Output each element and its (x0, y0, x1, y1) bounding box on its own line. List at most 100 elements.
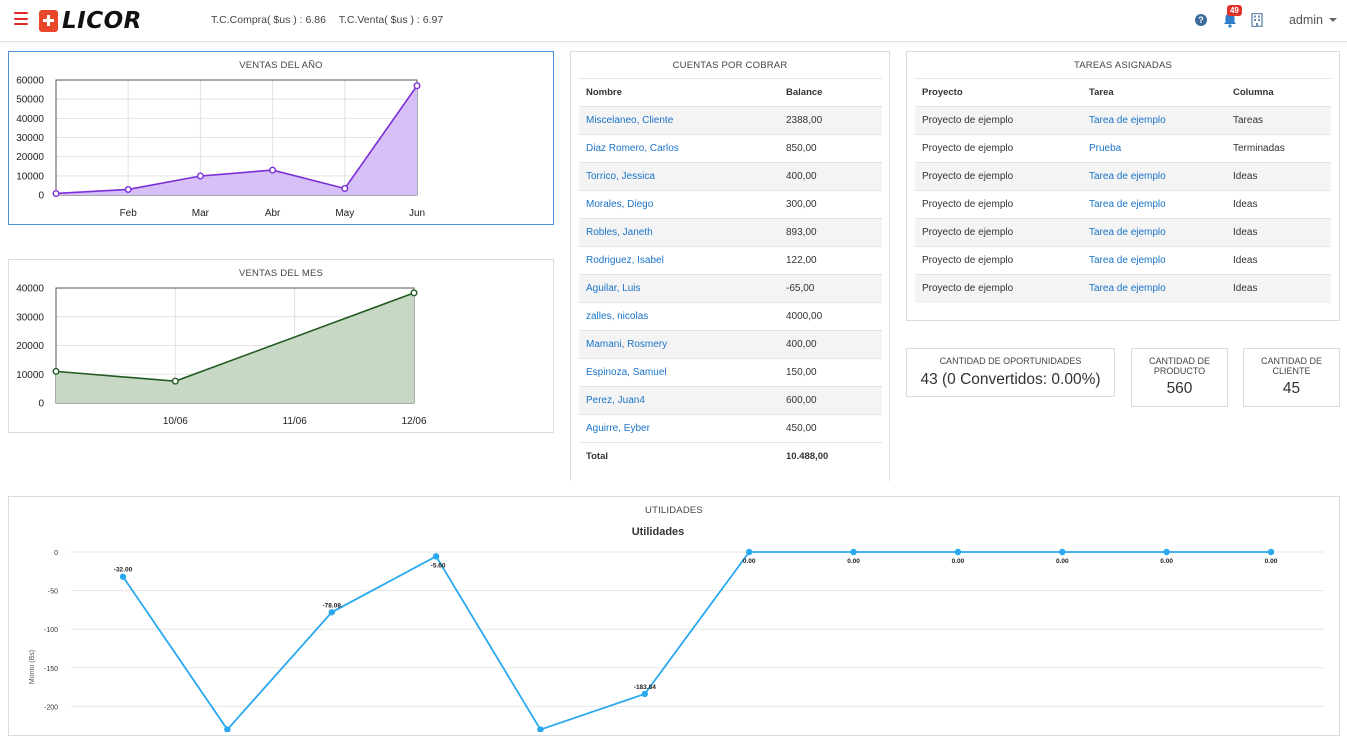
help-icon[interactable]: ? (1194, 14, 1207, 26)
x-tick-label: 12/06 (401, 416, 426, 427)
cell-nombre: Miscelaneo, Cliente (579, 106, 779, 135)
chart-title: Utilidades (632, 526, 685, 538)
y-tick-label: 30000 (16, 133, 44, 144)
cell-columna: Ideas (1226, 218, 1331, 247)
table-row: Espinoza, Samuel 150,00 (579, 358, 882, 387)
cell-proyecto: Proyecto de ejemplo (915, 218, 1082, 247)
cell-nombre: Aguirre, Eyber (579, 414, 779, 443)
cell-columna: Ideas (1226, 162, 1331, 191)
cell-columna: Ideas (1226, 274, 1331, 303)
col-balance: Balance (779, 78, 882, 107)
data-point (52, 367, 60, 375)
panel-title: CUENTAS POR COBRAR (672, 60, 788, 71)
cliente-link[interactable]: zalles, nicolas (586, 311, 649, 322)
data-label: 0.00 (1265, 558, 1278, 565)
tarea-link[interactable]: Tarea de ejemplo (1089, 199, 1166, 210)
app-logo[interactable]: LICOR (39, 8, 142, 34)
producto-card: CANTIDAD DE PRODUCTO 560 (1131, 348, 1228, 407)
area-fill (56, 85, 417, 195)
cliente-link[interactable]: Rodriguez, Isabel (586, 255, 664, 266)
table-row: Diaz Romero, Carlos 850,00 (579, 134, 882, 163)
ventas-mes-panel: VENTAS DEL MES 0 10000 20000 30000 40000 10/0… (8, 259, 554, 433)
menu-icon[interactable] (14, 12, 28, 26)
tarea-link[interactable]: Tarea de ejemplo (1089, 227, 1166, 238)
cliente-link[interactable]: Aguilar, Luis (586, 283, 641, 294)
data-label: -5.60 (431, 562, 446, 569)
x-tick-label: 11/06 (283, 416, 308, 427)
tarea-link[interactable]: Tarea de ejemplo (1089, 115, 1166, 126)
cell-balance: 600,00 (779, 386, 882, 415)
cliente-link[interactable]: Torrico, Jessica (586, 171, 655, 182)
y-tick-label: 40000 (16, 284, 44, 295)
data-point (269, 166, 277, 174)
y-tick-label: 20000 (16, 152, 44, 163)
cliente-label-1: CANTIDAD DE (1260, 356, 1322, 366)
producto-label-2: PRODUCTO (1153, 366, 1206, 376)
cell-tarea: Prueba (1082, 134, 1226, 163)
cell-columna: Terminadas (1226, 134, 1331, 163)
y-tick-label: 30000 (16, 312, 44, 323)
cliente-link[interactable]: Aguirre, Eyber (586, 423, 650, 434)
y-axis-label: Monto (Bs) (29, 650, 36, 684)
cliente-link[interactable]: Diaz Romero, Carlos (586, 143, 679, 154)
x-tick-label: May (335, 208, 354, 219)
cell-columna: Ideas (1226, 246, 1331, 275)
cell-balance: 150,00 (779, 358, 882, 387)
y-tick-label: 0 (38, 399, 44, 410)
notifications-button[interactable]: 49 (1223, 5, 1242, 28)
table-row: Proyecto de ejemplo Prueba Terminadas (915, 134, 1331, 163)
data-point (328, 609, 335, 616)
table-row: Proyecto de ejemplo Tarea de ejemplo Ideas (915, 246, 1331, 275)
cliente-link[interactable]: Miscelaneo, Cliente (586, 115, 674, 126)
cell-nombre: Diaz Romero, Carlos (579, 134, 779, 163)
user-name: admin (1288, 13, 1323, 27)
table-header-row: Proyecto Tarea Columna (915, 78, 1331, 107)
col-proyecto: Proyecto (915, 78, 1082, 107)
data-point (1163, 548, 1170, 556)
y-tick-label: 50000 (16, 95, 44, 106)
data-point (954, 548, 962, 556)
cell-balance: 400,00 (779, 330, 882, 359)
tarea-link[interactable]: Tarea de ejemplo (1089, 255, 1166, 266)
cliente-link[interactable]: Perez, Juan4 (586, 395, 645, 406)
col-nombre: Nombre (579, 78, 779, 107)
cell-nombre: Morales, Diego (579, 190, 779, 219)
cliente-link[interactable]: Morales, Diego (586, 199, 654, 210)
total-row: Total 10.488,00 (579, 442, 882, 471)
building-icon[interactable] (1251, 13, 1263, 27)
data-point (410, 289, 418, 297)
cell-nombre: zalles, nicolas (579, 302, 779, 331)
cell-balance: 850,00 (779, 134, 882, 163)
x-tick-label: Mar (192, 208, 210, 219)
cell-nombre: Rodriguez, Isabel (579, 246, 779, 275)
data-point (119, 573, 127, 580)
oportunidades-value: 43 (0 Convertidos: 0.00%) (920, 371, 1101, 388)
cell-nombre: Robles, Janeth (579, 218, 779, 247)
cliente-link[interactable]: Espinoza, Samuel (586, 367, 667, 378)
cell-balance: 4000,00 (779, 302, 882, 331)
cell-tarea: Tarea de ejemplo (1082, 190, 1226, 219)
data-label: 0.00 (743, 558, 756, 565)
tarea-link[interactable]: Tarea de ejemplo (1089, 171, 1166, 182)
user-menu[interactable]: admin (1289, 13, 1337, 27)
x-tick-label: 10/06 (163, 416, 188, 427)
cell-balance: 893,00 (779, 218, 882, 247)
data-point (745, 548, 753, 556)
cliente-link[interactable]: Robles, Janeth (586, 227, 653, 238)
data-point (641, 690, 649, 698)
data-label: -183.84 (634, 684, 656, 691)
cuentas-table: Nombre Balance Miscelaneo, Cliente 2388,0… (579, 78, 882, 471)
tarea-link[interactable]: Prueba (1089, 143, 1122, 154)
cliente-link[interactable]: Mamani, Rosmery (586, 339, 668, 350)
cell-proyecto: Proyecto de ejemplo (915, 190, 1082, 219)
data-point (341, 184, 349, 192)
table-row: Proyecto de ejemplo Tarea de ejemplo Ideas (915, 274, 1331, 303)
ventas-mes-chart: 0 10000 20000 30000 40000 10/06 11/06 12/06 (16, 284, 427, 428)
total-value: 10.488,00 (779, 442, 882, 471)
data-label: -32.00 (114, 567, 133, 574)
logo-icon (39, 10, 58, 32)
tarea-link[interactable]: Tarea de ejemplo (1089, 283, 1166, 295)
y-tick-label: -100 (44, 627, 58, 634)
series-line (122, 551, 1271, 732)
cell-columna: Tareas (1226, 106, 1331, 135)
